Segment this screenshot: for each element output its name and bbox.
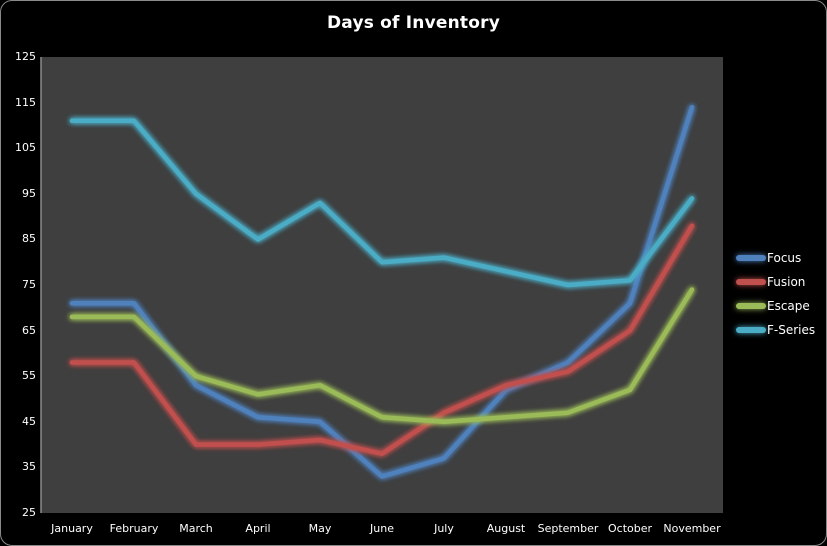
legend-label: Escape <box>767 299 810 313</box>
legend-label: Focus <box>767 251 802 265</box>
y-axis-label: 35 <box>22 460 36 474</box>
legend: Focus Fusion Escape F-Series <box>736 250 815 338</box>
x-axis-label: June <box>370 522 394 535</box>
y-axis-label: 95 <box>22 186 36 200</box>
y-axis-label: 125 <box>15 50 36 63</box>
series-line-f-series <box>69 118 695 288</box>
legend-swatch <box>736 279 766 285</box>
x-axis-label: March <box>179 522 213 535</box>
y-axis-label: 45 <box>22 414 36 428</box>
legend-swatch <box>736 303 766 309</box>
legend-label: Fusion <box>767 275 806 289</box>
y-axis-label: 65 <box>22 323 36 337</box>
legend-item-fusion: Fusion <box>736 274 815 290</box>
legend-label: F-Series <box>767 323 816 337</box>
y-axis-label: 85 <box>22 232 36 246</box>
legend-swatch <box>736 327 766 333</box>
legend-item-f-series: F-Series <box>736 322 815 338</box>
legend-item-focus: Focus <box>736 250 815 266</box>
plot-area <box>41 57 723 513</box>
y-axis-label: 105 <box>15 141 36 155</box>
x-axis-label: April <box>245 522 271 535</box>
series-line-fusion <box>69 223 695 456</box>
chart-title: Days of Inventory <box>327 13 500 33</box>
x-axis-label: July <box>434 522 454 535</box>
x-axis-label: October <box>607 522 653 535</box>
x-axis-label: November <box>663 522 721 535</box>
y-axis-label: 75 <box>22 278 36 291</box>
x-axis-label: February <box>109 522 159 535</box>
y-axis-label: 115 <box>15 95 36 109</box>
series-line-escape <box>69 287 695 425</box>
legend-swatch <box>736 255 766 261</box>
x-axis-label: September <box>537 522 599 535</box>
y-axis-label: 55 <box>22 369 36 383</box>
x-axis-label: January <box>51 522 93 535</box>
y-axis-label: 25 <box>22 506 36 519</box>
x-axis-label: August <box>486 522 526 535</box>
x-axis-label: May <box>308 522 332 535</box>
legend-item-escape: Escape <box>736 298 815 314</box>
